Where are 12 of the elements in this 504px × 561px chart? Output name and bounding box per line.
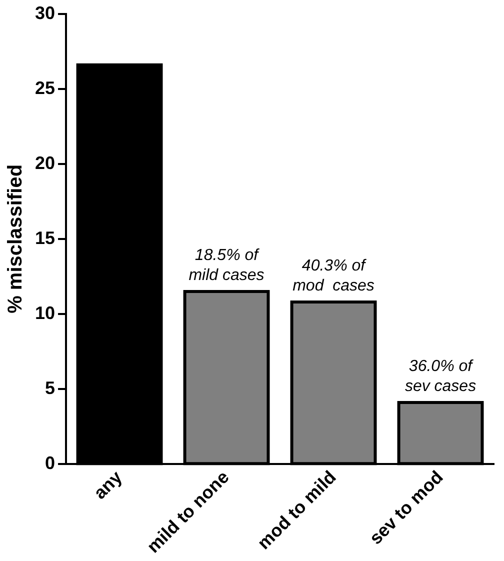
y-tick-label: 10	[34, 302, 56, 323]
annotation: 36.0% of sev cases	[404, 358, 476, 395]
x-tick-label: any	[90, 466, 126, 503]
y-tick-label: 5	[45, 378, 56, 398]
annotation: 40.3% of mod cases	[292, 257, 374, 294]
y-axis-title: % misclassified	[4, 164, 27, 314]
annotation: 18.5% of mild cases	[188, 246, 264, 284]
y-tick-label: 0	[45, 453, 56, 474]
y-tick-label: 20	[34, 152, 56, 173]
y-tick-label: 30	[34, 2, 56, 23]
y-tick-label: 25	[34, 78, 56, 98]
y-tick-label: 15	[34, 228, 56, 248]
